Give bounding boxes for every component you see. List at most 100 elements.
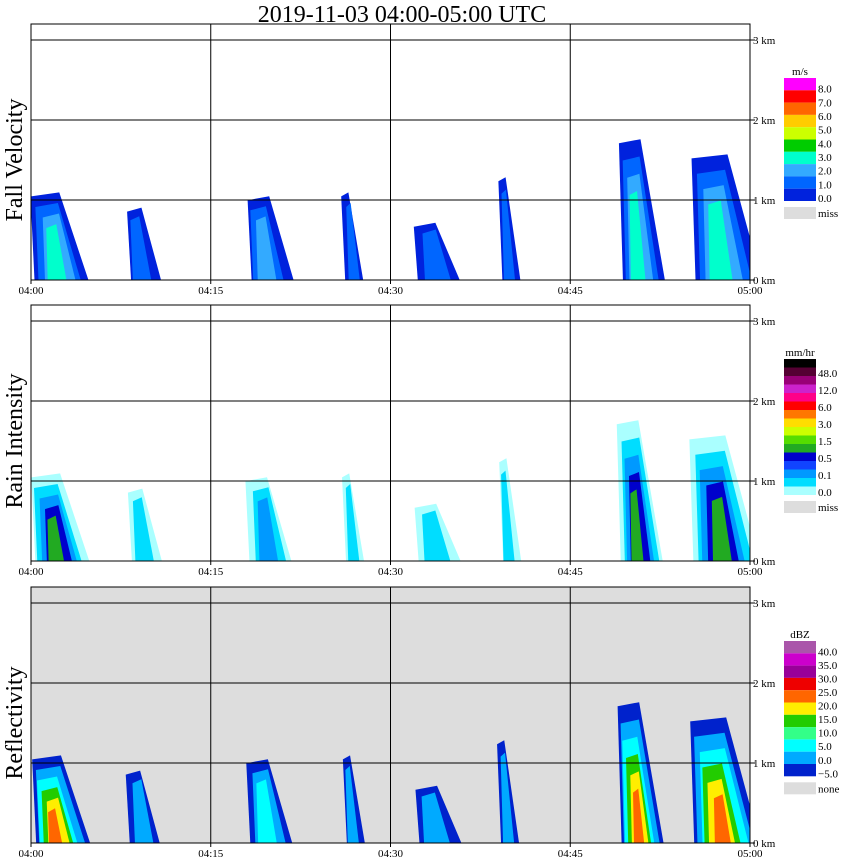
colorbar-swatch	[784, 78, 816, 91]
colorbar-missing-label: miss	[818, 502, 838, 514]
echo-cell	[257, 497, 279, 561]
colorbar-label: 48.0	[818, 368, 838, 380]
x-ticks: 04:00 04:15 04:30 04:45 05:00	[18, 561, 763, 578]
colorbar-missing-label: none	[818, 783, 840, 795]
echo-cell	[421, 792, 450, 843]
y-ticks: 3 km 2 km 1 km 0 km	[750, 598, 776, 850]
y-tick-label: 3 km	[753, 316, 776, 328]
colorbar-label: 0.0	[818, 487, 832, 499]
colorbar-swatch	[784, 739, 816, 752]
echo-cell	[345, 483, 360, 561]
panel-reflectivity: Reflectivity 3 km 2 km 1 km 0 km 04:00 04:15…	[2, 586, 840, 860]
colorbar: dBZ 40.035.0 30.025.0 20.015.0 10.05.0 0.0−5.…	[784, 629, 840, 795]
echo-cell	[47, 515, 65, 561]
colorbar-swatch	[784, 665, 816, 678]
echo-cell	[46, 224, 67, 280]
x-tick-label: 04:15	[198, 285, 224, 297]
colorbar-label: 2.0	[818, 166, 832, 178]
colorbar-label: 1.5	[818, 436, 832, 448]
colorbar-swatch	[784, 764, 816, 777]
colorbar-label: 8.0	[818, 84, 832, 96]
panel-rain-intensity: Rain Intensity 3 km2 km1 km0 km 04:00 04:…	[2, 304, 838, 578]
echo-cell	[256, 779, 277, 843]
colorbar-swatch	[784, 114, 816, 128]
colorbar-missing-swatch	[784, 782, 816, 795]
colorbar-swatch	[784, 714, 816, 728]
x-tick-label: 04:30	[378, 566, 404, 578]
echo-cell	[346, 202, 360, 280]
colorbar-swatch	[784, 452, 816, 461]
colorbar-swatch	[784, 427, 816, 436]
colorbar-label: 4.0	[818, 138, 832, 150]
x-tick-label: 04:45	[558, 566, 584, 578]
colorbar-swatch	[784, 139, 816, 152]
colorbar-swatch	[784, 176, 816, 189]
grid-lines	[31, 587, 750, 843]
colorbar-swatch	[784, 384, 816, 393]
x-tick-label: 04:45	[558, 285, 584, 297]
y-tick-label: 2 km	[753, 678, 776, 690]
colorbar-missing-label: miss	[818, 208, 838, 220]
colorbar-label: 5.0	[818, 741, 832, 753]
x-tick-label: 04:00	[18, 848, 44, 860]
colorbar-label: 30.0	[818, 674, 838, 686]
colorbar-label: 0.5	[818, 453, 832, 465]
colorbar-swatch	[784, 702, 816, 715]
colorbar-label: 1.0	[818, 179, 832, 191]
y-tick-label: 2 km	[753, 115, 776, 127]
echo-cell	[48, 808, 63, 843]
colorbar-swatch	[784, 90, 816, 103]
echo-cell	[711, 496, 732, 561]
colorbar-swatch	[784, 690, 816, 703]
echo-cells	[31, 139, 750, 280]
echo-cell	[630, 489, 644, 561]
echo-cell	[345, 765, 359, 843]
echo-cell	[130, 216, 152, 280]
colorbar-label: 7.0	[818, 97, 832, 109]
y-ticks: 3 km 2 km 1 km 0 km	[750, 35, 776, 287]
y-tick-label: 1 km	[753, 758, 776, 770]
echo-cells	[32, 702, 750, 843]
colorbar-swatch	[784, 677, 816, 691]
colorbar-swatch	[784, 164, 816, 177]
colorbar-label: 15.0	[818, 714, 838, 726]
y-tick-label: 0 km	[753, 838, 776, 850]
colorbar-label: 12.0	[818, 385, 838, 397]
colorbar-swatch	[784, 410, 816, 419]
colorbar-label: 10.0	[818, 728, 838, 740]
colorbar-swatch	[784, 102, 816, 115]
echo-cell	[629, 191, 646, 280]
y-tick-label: 0 km	[753, 556, 776, 568]
colorbar-swatch	[784, 641, 816, 654]
colorbar-missing-swatch	[784, 207, 816, 219]
colorbar-label: 0.0	[818, 755, 832, 767]
x-tick-label: 05:00	[737, 848, 763, 860]
colorbar-unit: dBZ	[790, 629, 810, 641]
colorbar-label: 3.0	[818, 152, 832, 164]
colorbar-label: 25.0	[818, 687, 838, 699]
y-tick-label: 3 km	[753, 35, 776, 47]
grid-lines	[31, 24, 750, 280]
colorbar-label: 6.0	[818, 402, 832, 414]
echo-cell	[500, 752, 515, 843]
colorbar-swatch	[784, 359, 816, 368]
echo-cells	[31, 420, 750, 561]
y-axis-label: Rain Intensity	[2, 373, 28, 508]
echo-cell	[713, 794, 731, 843]
colorbar-missing-swatch	[784, 501, 816, 513]
echo-cell	[132, 779, 154, 843]
colorbar-label: 0.1	[818, 470, 832, 482]
colorbar-swatch	[784, 151, 816, 165]
x-tick-label: 04:15	[198, 848, 224, 860]
colorbar-swatch	[784, 461, 816, 470]
colorbar-swatch	[784, 486, 816, 495]
colorbar-swatch	[784, 127, 816, 140]
y-tick-label: 1 km	[753, 195, 776, 207]
y-tick-label: 2 km	[753, 396, 776, 408]
colorbar: m/s 8.07.0 6.0 5.04.0 3.0 2.01.0 0.0 miss	[784, 66, 838, 220]
x-tick-label: 04:15	[198, 566, 224, 578]
colorbar-label: 6.0	[818, 111, 832, 123]
echo-cell	[708, 200, 733, 280]
